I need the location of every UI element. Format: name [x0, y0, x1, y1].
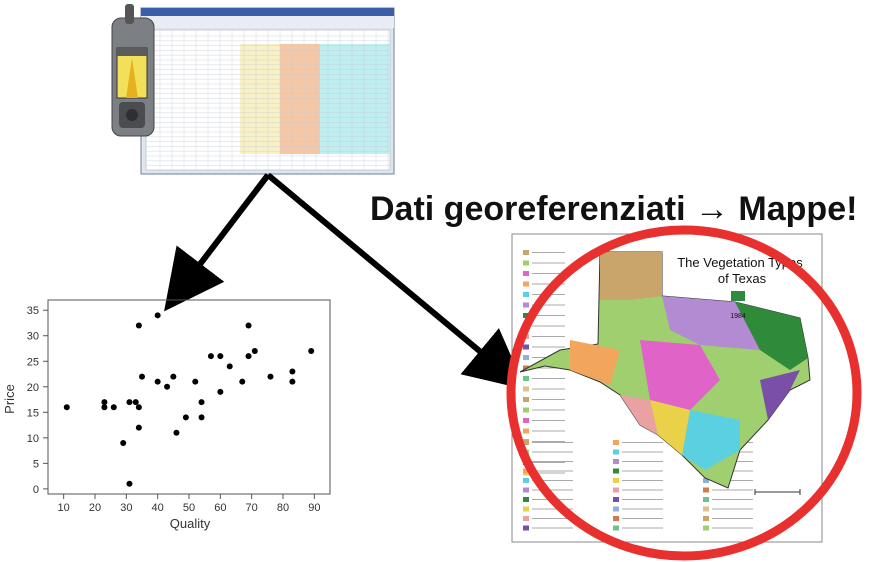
scatter-point: [251, 348, 258, 355]
y-axis-ticks: 0 5 10 15 20 25 30 35: [27, 305, 48, 496]
scatter-point: [135, 424, 142, 431]
x-tick-label: 50: [183, 502, 195, 514]
scatter-point: [63, 404, 70, 411]
spreadsheet-window: [140, 7, 395, 175]
y-tick-label: 35: [27, 305, 39, 317]
highlight-circle: [506, 225, 862, 561]
gps-spreadsheet-image: [111, 4, 395, 175]
scatter-point: [154, 378, 161, 385]
map-year: 1984: [730, 313, 746, 320]
scatter-point: [173, 429, 180, 436]
texas-shape: [519, 251, 811, 489]
scatter-point: [239, 378, 246, 385]
x-tick-label: 60: [214, 502, 226, 514]
x-tick-label: 80: [277, 502, 289, 514]
y-tick-label: 15: [27, 407, 39, 419]
scatter-point: [135, 322, 142, 329]
y-tick-label: 20: [27, 382, 39, 394]
arrow-to-chart: [164, 173, 271, 312]
scatter-point: [170, 373, 177, 380]
x-tick-label: 90: [308, 502, 320, 514]
scatter-point: [192, 378, 199, 385]
x-tick-label: 30: [120, 502, 132, 514]
scatter-point: [245, 353, 252, 360]
spreadsheet-grid: [146, 30, 390, 170]
scatter-point: [139, 373, 145, 380]
scatter-point: [289, 368, 296, 375]
y-tick-label: 5: [33, 458, 39, 470]
y-tick-label: 30: [27, 331, 39, 343]
x-tick-label: 40: [152, 502, 164, 514]
gps-device-icon: [111, 4, 155, 137]
scatter-points: [63, 312, 315, 487]
y-tick-label: 0: [33, 484, 39, 496]
scatter-point: [207, 353, 214, 360]
map-title-line1: The Vegetation Types: [677, 255, 803, 270]
x-axis-ticks: 10 20 30 40 50 60 70 80 90: [58, 494, 320, 514]
arrow-to-map: [266, 172, 526, 390]
scatter-point: [289, 378, 296, 385]
x-tick-label: 10: [58, 502, 70, 514]
scatter-point: [198, 399, 205, 406]
map-emblem-icon: [731, 291, 745, 301]
scatter-point: [135, 404, 142, 411]
scatter-point: [198, 414, 205, 421]
scatter-point: [154, 312, 161, 319]
map-title-line2: of Texas: [718, 271, 767, 286]
chart-frame: [47, 299, 331, 495]
scatter-point: [217, 353, 224, 360]
x-tick-label: 20: [89, 502, 101, 514]
y-tick-label: 25: [27, 356, 39, 368]
y-tick-label: 10: [27, 433, 39, 445]
scatter-chart: 10 20 30 40 50 60 70 80 90 0 5 10 15 20 25 30 35 Qualit…: [2, 299, 331, 531]
scatter-point: [120, 439, 127, 446]
scatter-point: [101, 399, 108, 406]
scatter-point: [182, 414, 189, 421]
scatter-point: [101, 404, 108, 411]
scatter-point: [308, 348, 315, 355]
scatter-point: [126, 480, 133, 487]
scatter-point: [226, 363, 233, 370]
caption-text: Dati georeferenziati → Mappe!: [370, 190, 858, 228]
scatter-point: [217, 388, 224, 395]
scatter-point: [126, 399, 133, 406]
y-axis-label: Price: [2, 384, 17, 414]
scatter-point: [164, 383, 171, 390]
x-tick-label: 70: [246, 502, 258, 514]
scatter-point: [110, 404, 117, 411]
map-scale-bar: [754, 489, 801, 495]
scatter-point: [245, 322, 252, 329]
scatter-point: [267, 373, 274, 380]
x-axis-label: Quality: [170, 516, 211, 531]
texas-vegetation-map: The Vegetation Types of Texas 1984: [511, 233, 823, 543]
scatter-point: [132, 399, 139, 406]
